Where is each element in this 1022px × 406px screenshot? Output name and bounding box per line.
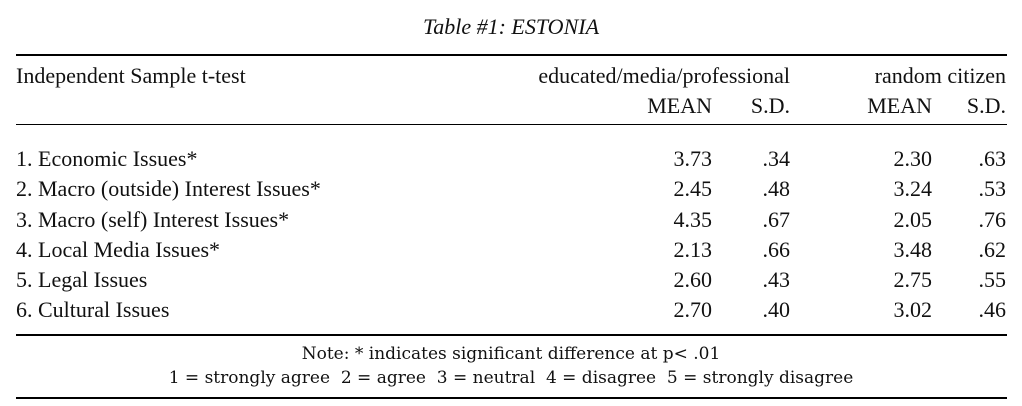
group2-mean: 2.75 (893, 267, 933, 292)
header-group2-mean: MEAN (867, 93, 932, 118)
group1-sd: .66 (762, 237, 791, 262)
header-group1-sd: S.D. (750, 93, 790, 118)
significance-note: Note: * indicates significant difference… (301, 344, 721, 364)
group2-sd: .63 (978, 146, 1007, 171)
row-label: 6. Cultural Issues (16, 297, 170, 322)
group2-sd: .55 (978, 267, 1007, 292)
group2-mean: 2.05 (893, 207, 933, 232)
top-rule (16, 54, 1007, 56)
notes-rule (16, 334, 1007, 336)
group2-sd: .76 (978, 207, 1007, 232)
header-group1-mean: MEAN (647, 93, 712, 118)
row-label: 4. Local Media Issues* (16, 237, 221, 262)
group1-sd: .67 (762, 207, 791, 232)
table-caption: Table #1: ESTONIA (422, 14, 600, 39)
group1-sd: .40 (762, 297, 791, 322)
group1-sd: .48 (762, 176, 791, 201)
header-group2: random citizen (874, 63, 1006, 88)
group2-mean: 2.30 (893, 146, 933, 171)
group1-mean: 4.35 (673, 207, 713, 232)
header-group2-sd: S.D. (966, 93, 1006, 118)
group2-sd: .53 (978, 176, 1007, 201)
row-label: 5. Legal Issues (16, 267, 148, 292)
group1-sd: .34 (762, 146, 791, 171)
group1-mean: 2.60 (673, 267, 713, 292)
group2-mean: 3.48 (893, 237, 933, 262)
group2-sd: .62 (978, 237, 1007, 262)
group2-mean: 3.02 (893, 297, 933, 322)
group1-mean: 3.73 (673, 146, 713, 171)
group2-sd: .46 (978, 297, 1007, 322)
header-group1: educated/media/professional (538, 63, 790, 88)
row-label: 2. Macro (outside) Interest Issues* (16, 176, 321, 201)
bottom-rule (16, 397, 1007, 399)
header-rule (16, 124, 1007, 125)
header-test-label: Independent Sample t-test (16, 63, 246, 88)
group1-mean: 2.13 (673, 237, 713, 262)
group1-sd: .43 (762, 267, 791, 292)
scale-legend-note: 1 = strongly agree 2 = agree 3 = neutral… (168, 368, 854, 388)
group1-mean: 2.70 (673, 297, 713, 322)
row-label: 3. Macro (self) Interest Issues* (16, 207, 290, 232)
row-label: 1. Economic Issues* (16, 146, 198, 171)
group1-mean: 2.45 (673, 176, 713, 201)
group2-mean: 3.24 (893, 176, 933, 201)
